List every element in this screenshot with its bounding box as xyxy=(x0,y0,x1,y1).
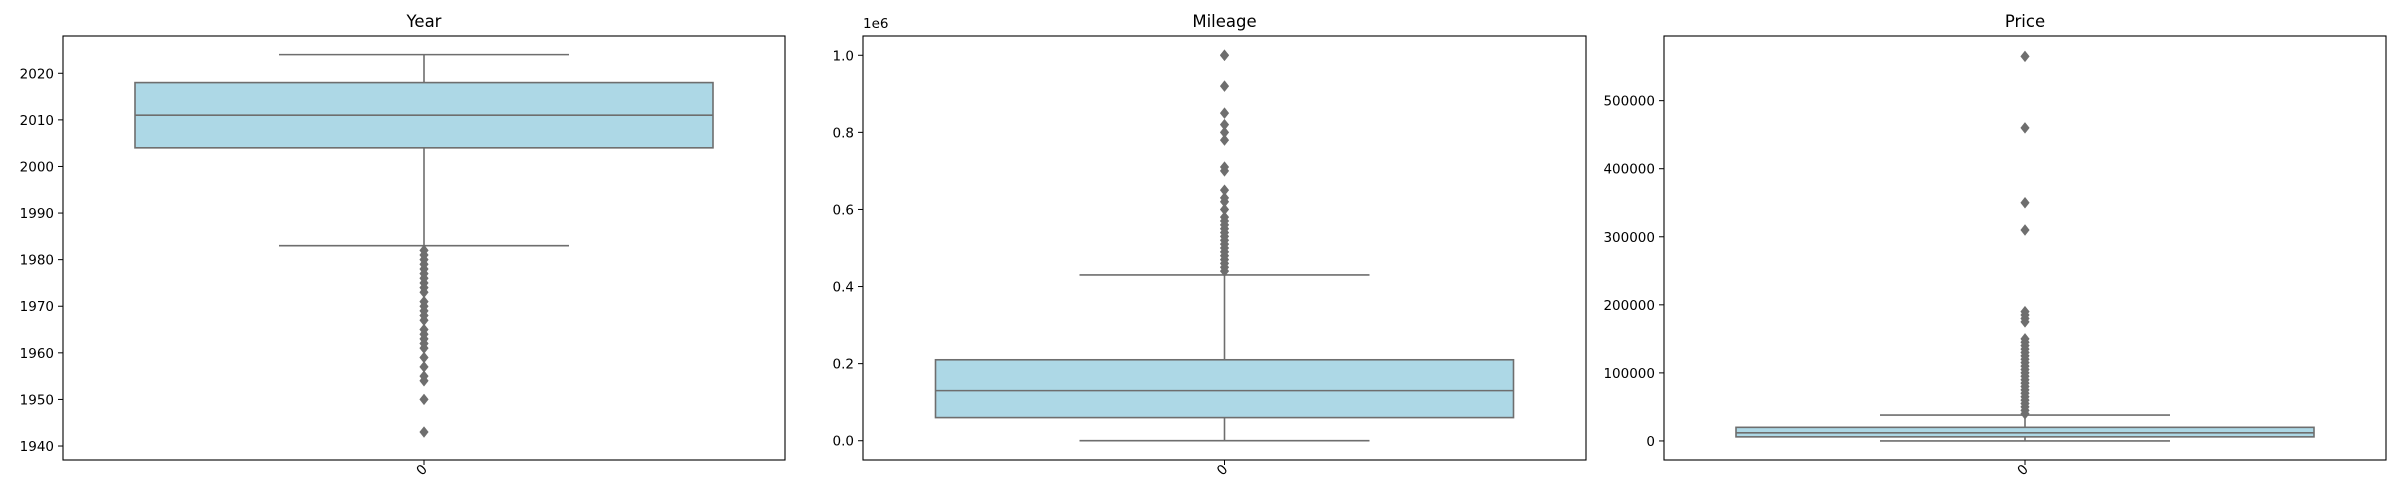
outlier-point xyxy=(419,351,429,364)
outlier-point xyxy=(419,426,429,438)
y-tick-label: 300000 xyxy=(1603,230,1655,246)
y-tick-label: 2020 xyxy=(20,66,54,82)
outlier-point xyxy=(419,361,429,373)
outlier-point xyxy=(1219,161,1230,173)
y-tick-label: 0.6 xyxy=(833,202,854,218)
y-tick-label: 1950 xyxy=(20,392,54,408)
axes-frame xyxy=(1663,35,2387,461)
y-tick-label: 200000 xyxy=(1603,298,1655,314)
outlier-point xyxy=(1219,203,1230,216)
y-tick-label: 100000 xyxy=(1603,366,1655,382)
outlier-point xyxy=(419,323,429,336)
y-offset-label: 1e6 xyxy=(863,16,888,32)
subplot-price: Price 0 100000 200000 300000 400000 500000 0 xyxy=(1603,12,2387,479)
outlier-point xyxy=(2020,50,2030,63)
y-tick-label: 2010 xyxy=(20,113,54,129)
outlier-point xyxy=(1219,118,1230,131)
y-tick-label: 1940 xyxy=(20,439,54,455)
chart-title: Mileage xyxy=(1192,12,1256,31)
iqr-box xyxy=(934,358,1515,419)
x-tick-label: 0 xyxy=(2014,462,2031,479)
axes-frame xyxy=(862,35,1587,461)
x-tick-label: 0 xyxy=(1214,462,1231,479)
outlier-point xyxy=(1219,80,1230,92)
y-tick-label: 0.0 xyxy=(833,434,854,450)
outlier-point xyxy=(1219,126,1230,139)
outlier-point xyxy=(2020,122,2030,134)
y-tick-label: 0.8 xyxy=(833,125,854,141)
y-tick-label: 1960 xyxy=(20,346,54,362)
outlier-point xyxy=(1219,192,1230,204)
y-tick-label: 1980 xyxy=(20,253,54,269)
chart-title: Price xyxy=(2005,12,2045,31)
y-tick-label: 0.4 xyxy=(833,280,854,296)
y-tick-label: 1.0 xyxy=(833,48,854,64)
outlier-point xyxy=(419,295,429,308)
subplot-year: Year 1940 1950 1960 1970 1980 1990 2000 2010 2020… xyxy=(20,12,786,479)
outlier-point xyxy=(2020,224,2030,236)
outlier-point xyxy=(1219,107,1230,119)
outlier-point xyxy=(1219,49,1230,62)
outlier-point xyxy=(2020,305,2030,318)
subplot-mileage: Mileage 1e6 0.0 0.2 0.4 0.6 0.8 1.0 0 xyxy=(833,12,1587,479)
y-tick-label: 0 xyxy=(1646,434,1655,450)
y-tick-label: 2000 xyxy=(20,159,54,175)
x-tick-label: 0 xyxy=(413,462,430,479)
y-tick-label: 400000 xyxy=(1603,162,1655,178)
y-tick-label: 1970 xyxy=(20,299,54,315)
outlier-point xyxy=(419,393,429,406)
outlier-point xyxy=(2020,333,2030,345)
outlier-point xyxy=(1219,211,1230,223)
outlier-point xyxy=(419,370,429,382)
y-tick-label: 0.2 xyxy=(833,357,854,373)
outlier-point xyxy=(1219,134,1230,146)
axes-frame xyxy=(62,35,786,461)
outlier-point xyxy=(419,244,429,257)
y-tick-label: 1990 xyxy=(20,206,54,222)
outlier-point xyxy=(1219,184,1230,196)
chart-title: Year xyxy=(406,12,442,31)
y-tick-label: 500000 xyxy=(1603,94,1655,110)
outlier-point xyxy=(2020,197,2030,209)
